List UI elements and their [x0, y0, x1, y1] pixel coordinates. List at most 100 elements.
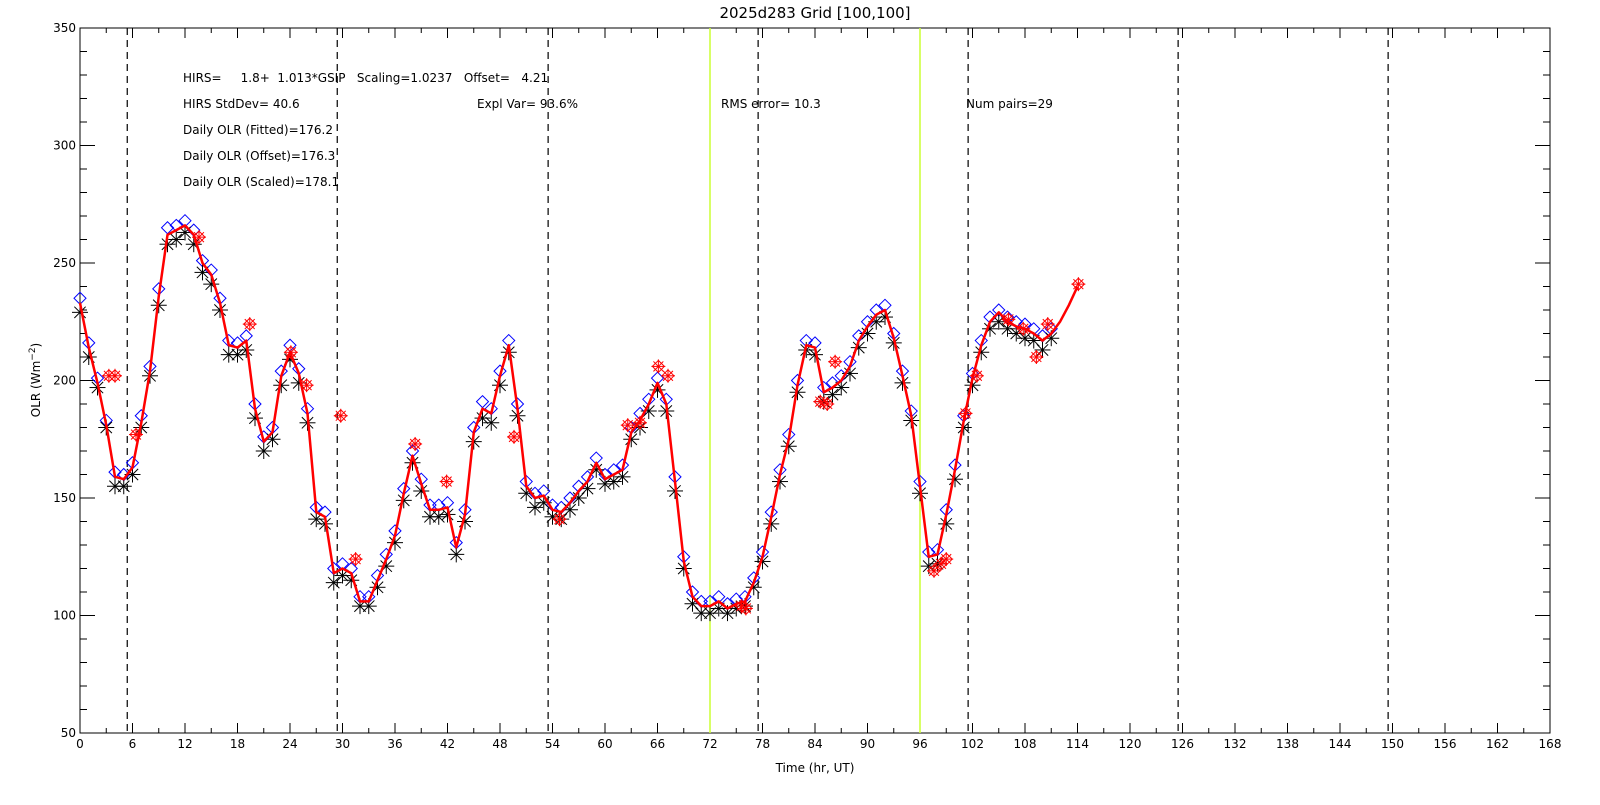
y-axis-title: OLR (Wm−2): [28, 343, 43, 418]
y-tick-label: 350: [53, 21, 76, 35]
x-tick-label: 12: [177, 737, 192, 751]
x-tick-label: 54: [545, 737, 560, 751]
hirs-asterisk-point: [108, 368, 122, 383]
x-tick-label: 168: [1539, 737, 1562, 751]
x-tick-label: 84: [807, 737, 822, 751]
annotation-stddev: HIRS StdDev= 40.6: [183, 97, 300, 111]
asterisk-point: [334, 567, 351, 584]
y-tick-label: 150: [53, 491, 76, 505]
x-tick-label: 132: [1224, 737, 1247, 751]
x-tick-label: 78: [755, 737, 770, 751]
asterisk-point: [807, 346, 823, 363]
y-tick-label: 250: [53, 256, 76, 270]
annotation-regression: HIRS= 1.8+ 1.013*GSIP Scaling=1.0237 Off…: [183, 71, 548, 85]
hirs-diamond-point: [927, 564, 941, 578]
hirs-asterisk-point: [348, 552, 363, 567]
asterisk-point: [439, 506, 456, 523]
hirs-diamond-point: [552, 512, 567, 526]
gsip-diamond-point: [475, 394, 490, 409]
x-tick-label: 66: [650, 737, 665, 751]
hirs-asterisk-point: [820, 397, 835, 411]
hirs-diamond-point: [108, 369, 122, 383]
x-tick-label: 108: [1014, 737, 1037, 751]
hirs-asterisk-point: [242, 317, 257, 332]
x-tick-label: 126: [1171, 737, 1194, 751]
hirs-diamond-point: [828, 354, 842, 369]
y-tick-label: 100: [53, 609, 76, 623]
asterisk-point: [973, 344, 990, 361]
annotation-daily-offset: Daily OLR (Offset)=176.3: [183, 149, 335, 163]
gsip-diamond-point: [222, 333, 236, 348]
x-tick-label: 96: [912, 737, 927, 751]
x-tick-label: 102: [961, 737, 984, 751]
x-tick-label: 72: [702, 737, 717, 751]
x-tick-label: 120: [1119, 737, 1142, 751]
x-tick-label: 42: [440, 737, 455, 751]
hirs-diamond-point: [813, 394, 827, 409]
asterisk-point: [308, 511, 325, 528]
asterisk-point: [702, 605, 718, 622]
y-axis-title-main: OLR (Wm: [29, 361, 43, 418]
y-tick-label: 50: [61, 726, 76, 740]
hirs-diamond-point: [820, 397, 834, 411]
asterisk-point: [483, 414, 500, 431]
hirs-diamond-point: [1041, 317, 1055, 331]
hirs-diamond-point: [934, 557, 948, 571]
x-axis-title: Time (hr, UT): [775, 761, 855, 775]
hirs-diamond-point: [633, 416, 647, 430]
y-tick-label: 300: [53, 139, 76, 153]
asterisk-point: [159, 236, 176, 253]
asterisk-point: [430, 508, 447, 525]
hirs-asterisk-point: [661, 368, 675, 383]
gsip-diamond-point: [108, 465, 122, 479]
gsip-diamond-point: [327, 561, 341, 576]
x-tick-label: 162: [1486, 737, 1509, 751]
x-tick-label: 36: [387, 737, 402, 751]
x-tick-label: 144: [1329, 737, 1352, 751]
x-tick-label: 6: [129, 737, 137, 751]
hirs-diamond-point: [661, 369, 675, 383]
asterisk-point: [168, 231, 185, 248]
fitted-olr-line: [78, 224, 1079, 610]
hirs-diamond-point: [348, 552, 363, 566]
x-tick-label: 90: [860, 737, 875, 751]
gsip-diamond-point: [930, 542, 945, 557]
hirs-asterisk-point: [1040, 317, 1055, 332]
hirs-diamond-point: [1071, 277, 1086, 291]
hirs-asterisk-point: [1029, 350, 1044, 364]
y-axis-title-sup: −2: [28, 347, 38, 360]
hirs-diamond-point: [408, 437, 422, 451]
x-tick-label: 114: [1066, 737, 1089, 751]
x-tick-label: 156: [1434, 737, 1457, 751]
x-tick-label: 60: [597, 737, 612, 751]
annotation-num-pairs: Num pairs=29: [966, 97, 1053, 111]
hirs-diamond-point: [651, 359, 666, 374]
annotation-daily-fitted: Daily OLR (Fitted)=176.2: [183, 123, 333, 137]
gsip-diamond-point: [484, 401, 498, 416]
hirs-asterisk-point: [408, 436, 423, 451]
x-tick-label: 138: [1276, 737, 1299, 751]
asterisk-point: [395, 492, 412, 509]
hirs-asterisk-point: [828, 354, 843, 369]
asterisk-point: [422, 508, 438, 525]
y-tick-label: 200: [53, 374, 76, 388]
axes: 0 6 12 18 24 30 36 42 48 54 60 66 72 78 84 90 96 102 108 11…: [53, 21, 1561, 751]
hirs-asterisk-point: [1071, 277, 1086, 292]
annotation-daily-scaled: Daily OLR (Scaled)=178.1: [183, 175, 339, 189]
gsip-diamond-point: [922, 545, 936, 559]
x-tick-label: 48: [492, 737, 507, 751]
asterisk-point: [824, 386, 841, 403]
annotation-expl-var: Expl Var= 93.6%: [477, 97, 578, 111]
x-tick-label: 30: [335, 737, 350, 751]
hirs-asterisk-point: [552, 512, 567, 527]
x-tick-label: 18: [230, 737, 245, 751]
asterisk-point: [527, 499, 543, 516]
asterisk-point: [1034, 341, 1051, 358]
asterisk-point: [605, 473, 622, 490]
hirs-diamond-point: [243, 317, 257, 331]
y-axis-title-close: ): [29, 343, 43, 348]
hirs-diamond-point: [334, 409, 348, 423]
hirs-asterisk-point: [939, 552, 954, 567]
hirs-diamond-point: [507, 430, 521, 444]
annotation-rms: RMS error= 10.3: [721, 97, 821, 111]
